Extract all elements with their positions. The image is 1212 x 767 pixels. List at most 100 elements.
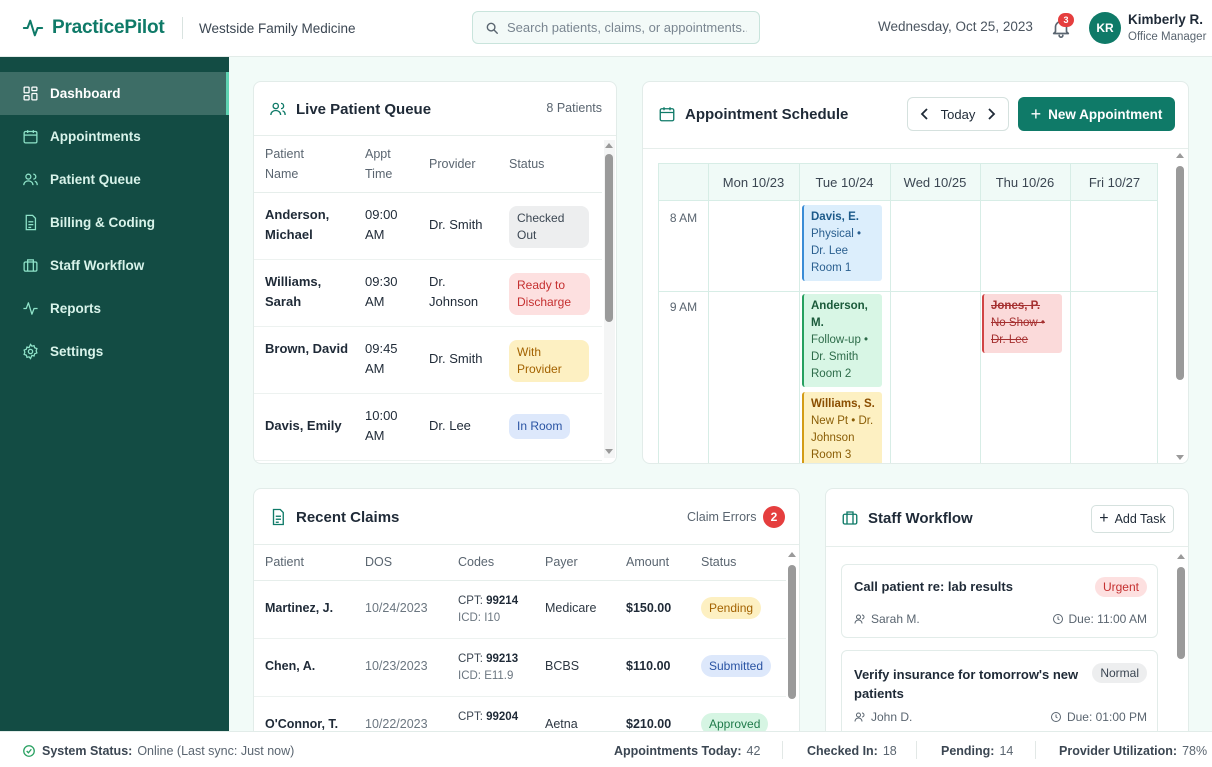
column-header: Payer [545,555,578,569]
task-title: Verify insurance for tomorrow's new pati… [854,667,1079,701]
status-badge: Submitted [701,655,772,677]
stat-label: Pending: [941,744,995,758]
claim-errors-label[interactable]: Claim Errors [687,510,757,524]
scroll-up-arrow[interactable] [788,552,796,557]
claim-payer: Medicare [545,601,597,615]
status-badge: Pending [701,597,762,619]
priority-badge: Normal [1092,663,1147,683]
status-badge: With Provider [509,340,589,382]
appt-patient: Jones, P. [991,300,1041,312]
claim-amount: $150.00 [626,601,672,615]
calendar-icon [23,130,38,144]
cpt-label: CPT: [458,653,483,665]
sidebar-item-settings[interactable]: Settings [0,330,229,373]
sidebar-item-billing[interactable]: Billing & Coding [0,201,229,244]
system-status-value: Online (Last sync: Just now) [137,744,295,758]
appt-time: 09:30 AM [365,274,398,309]
status-badge: Approved [701,713,769,731]
scroll-thumb[interactable] [1177,567,1185,659]
sidebar-item-appointments[interactable]: Appointments [0,115,229,158]
task-card[interactable]: Call patient re: lab results Urgent Sara… [841,564,1158,638]
sidebar-item-label: Staff Workflow [50,258,145,273]
stat-pending: Pending: 14 [941,744,1013,758]
search-box [472,11,760,44]
claims-scrollbar[interactable] [787,549,798,731]
appt-room: Room 3 [811,449,852,461]
sidebar-item-label: Appointments [50,129,141,144]
sidebar-item-staff-workflow[interactable]: Staff Workflow [0,244,229,287]
provider: Dr. Lee [429,418,471,433]
staff-scrollbar[interactable] [1176,551,1187,731]
scroll-down-arrow[interactable] [605,449,613,454]
claim-payer: Aetna [545,717,578,731]
document-icon [272,508,284,526]
date-navigator: Today [907,97,1009,131]
system-status-label: System Status: [42,744,133,758]
scroll-thumb[interactable] [1176,166,1184,380]
avatar[interactable]: KR [1089,12,1121,44]
provider: Dr. Johnson [429,274,479,309]
table-row[interactable]: Martinez, J. 10/24/2023 CPT: 99214 ICD: … [254,581,786,639]
scroll-thumb[interactable] [788,565,796,699]
brand-logo[interactable]: PracticePilot [0,17,182,39]
scroll-up-arrow[interactable] [605,143,613,148]
sidebar-item-label: Reports [50,301,102,316]
table-row[interactable]: Chen, A. 10/23/2023 CPT: 99213 ICD: E11.… [254,639,786,697]
stat-value: 14 [999,744,1014,758]
column-header: Codes [458,555,495,569]
add-task-button[interactable]: + Add Task [1091,505,1174,533]
sidebar-item-dashboard[interactable]: Dashboard [0,72,229,115]
column-header: Provider [429,157,476,171]
appt-room: Room 2 [811,368,852,380]
user-name: Kimberly R. [1128,12,1204,27]
stat-label: Checked In: [807,744,878,758]
chevron-right-icon[interactable] [986,108,996,120]
column-header: Status [509,157,545,171]
stat-utilization: Provider Utilization: 78% [1059,744,1207,758]
table-row[interactable]: Davis, Emily 10:00 AM Dr. Lee In Room [254,394,602,461]
table-row[interactable]: Brown, David 09:45 AM Dr. Smith With Pro… [254,327,602,394]
new-appointment-button[interactable]: + New Appointment [1018,97,1175,131]
sidebar: Dashboard Appointments Patient Queue Bil… [0,57,229,731]
task-assignee: John D. [854,710,912,724]
table-row[interactable]: Williams, Sarah 09:30 AM Dr. Johnson Rea… [254,260,602,327]
day-header: Thu 10/26 [980,164,1070,201]
sidebar-item-patient-queue[interactable]: Patient Queue [0,158,229,201]
appointment-block[interactable]: Davis, E. Physical • Dr. Lee Room 1 [802,205,882,281]
patient-name: Williams, Sarah [265,274,322,309]
stat-label: Appointments Today: [614,744,742,758]
appointment-block[interactable]: Anderson, M. Follow-up • Dr. Smith Room … [802,294,882,387]
due-time: Due: 11:00 AM [1068,612,1148,626]
provider: Dr. Smith [429,351,483,366]
cpt-code: 99214 [486,595,519,607]
stat-value: 18 [882,744,897,758]
notification-badge: 3 [1058,13,1074,27]
sidebar-item-reports[interactable]: Reports [0,287,229,330]
queue-scrollbar[interactable] [604,140,615,458]
users-icon [23,173,38,186]
today-button[interactable]: Today [940,106,976,122]
table-row[interactable]: Anderson, Michael 09:00 AM Dr. Smith Che… [254,193,602,260]
appointment-block[interactable]: Jones, P. No Show • Dr. Lee [982,294,1062,353]
schedule-scrollbar[interactable] [1175,150,1186,463]
task-due: Due: 11:00 AM [1052,612,1148,626]
sidebar-item-label: Billing & Coding [50,215,155,230]
search-input[interactable] [507,20,747,35]
scroll-up-arrow[interactable] [1177,554,1185,559]
briefcase-icon [842,511,858,525]
claim-amount: $210.00 [626,717,672,731]
scroll-up-arrow[interactable] [1176,153,1184,158]
cpt-label: CPT: [458,711,483,723]
patient-name: Davis, Emily [265,418,342,433]
scroll-down-arrow[interactable] [1176,455,1184,460]
user-role: Office Manager [1128,31,1207,43]
appointment-block[interactable]: Williams, S. New Pt • Dr. Johnson Room 3 [802,392,882,463]
cpt-code: 99204 [486,711,519,723]
table-row[interactable]: O'Connor, T. 10/22/2023 CPT: 99204 Aetna… [254,697,786,731]
chevron-left-icon[interactable] [920,108,930,120]
clock-icon [1052,614,1063,624]
stat-label: Provider Utilization: [1059,744,1178,758]
due-time: Due: 01:00 PM [1066,710,1147,724]
task-card[interactable]: Verify insurance for tomorrow's new pati… [841,650,1158,731]
scroll-thumb[interactable] [605,154,613,322]
